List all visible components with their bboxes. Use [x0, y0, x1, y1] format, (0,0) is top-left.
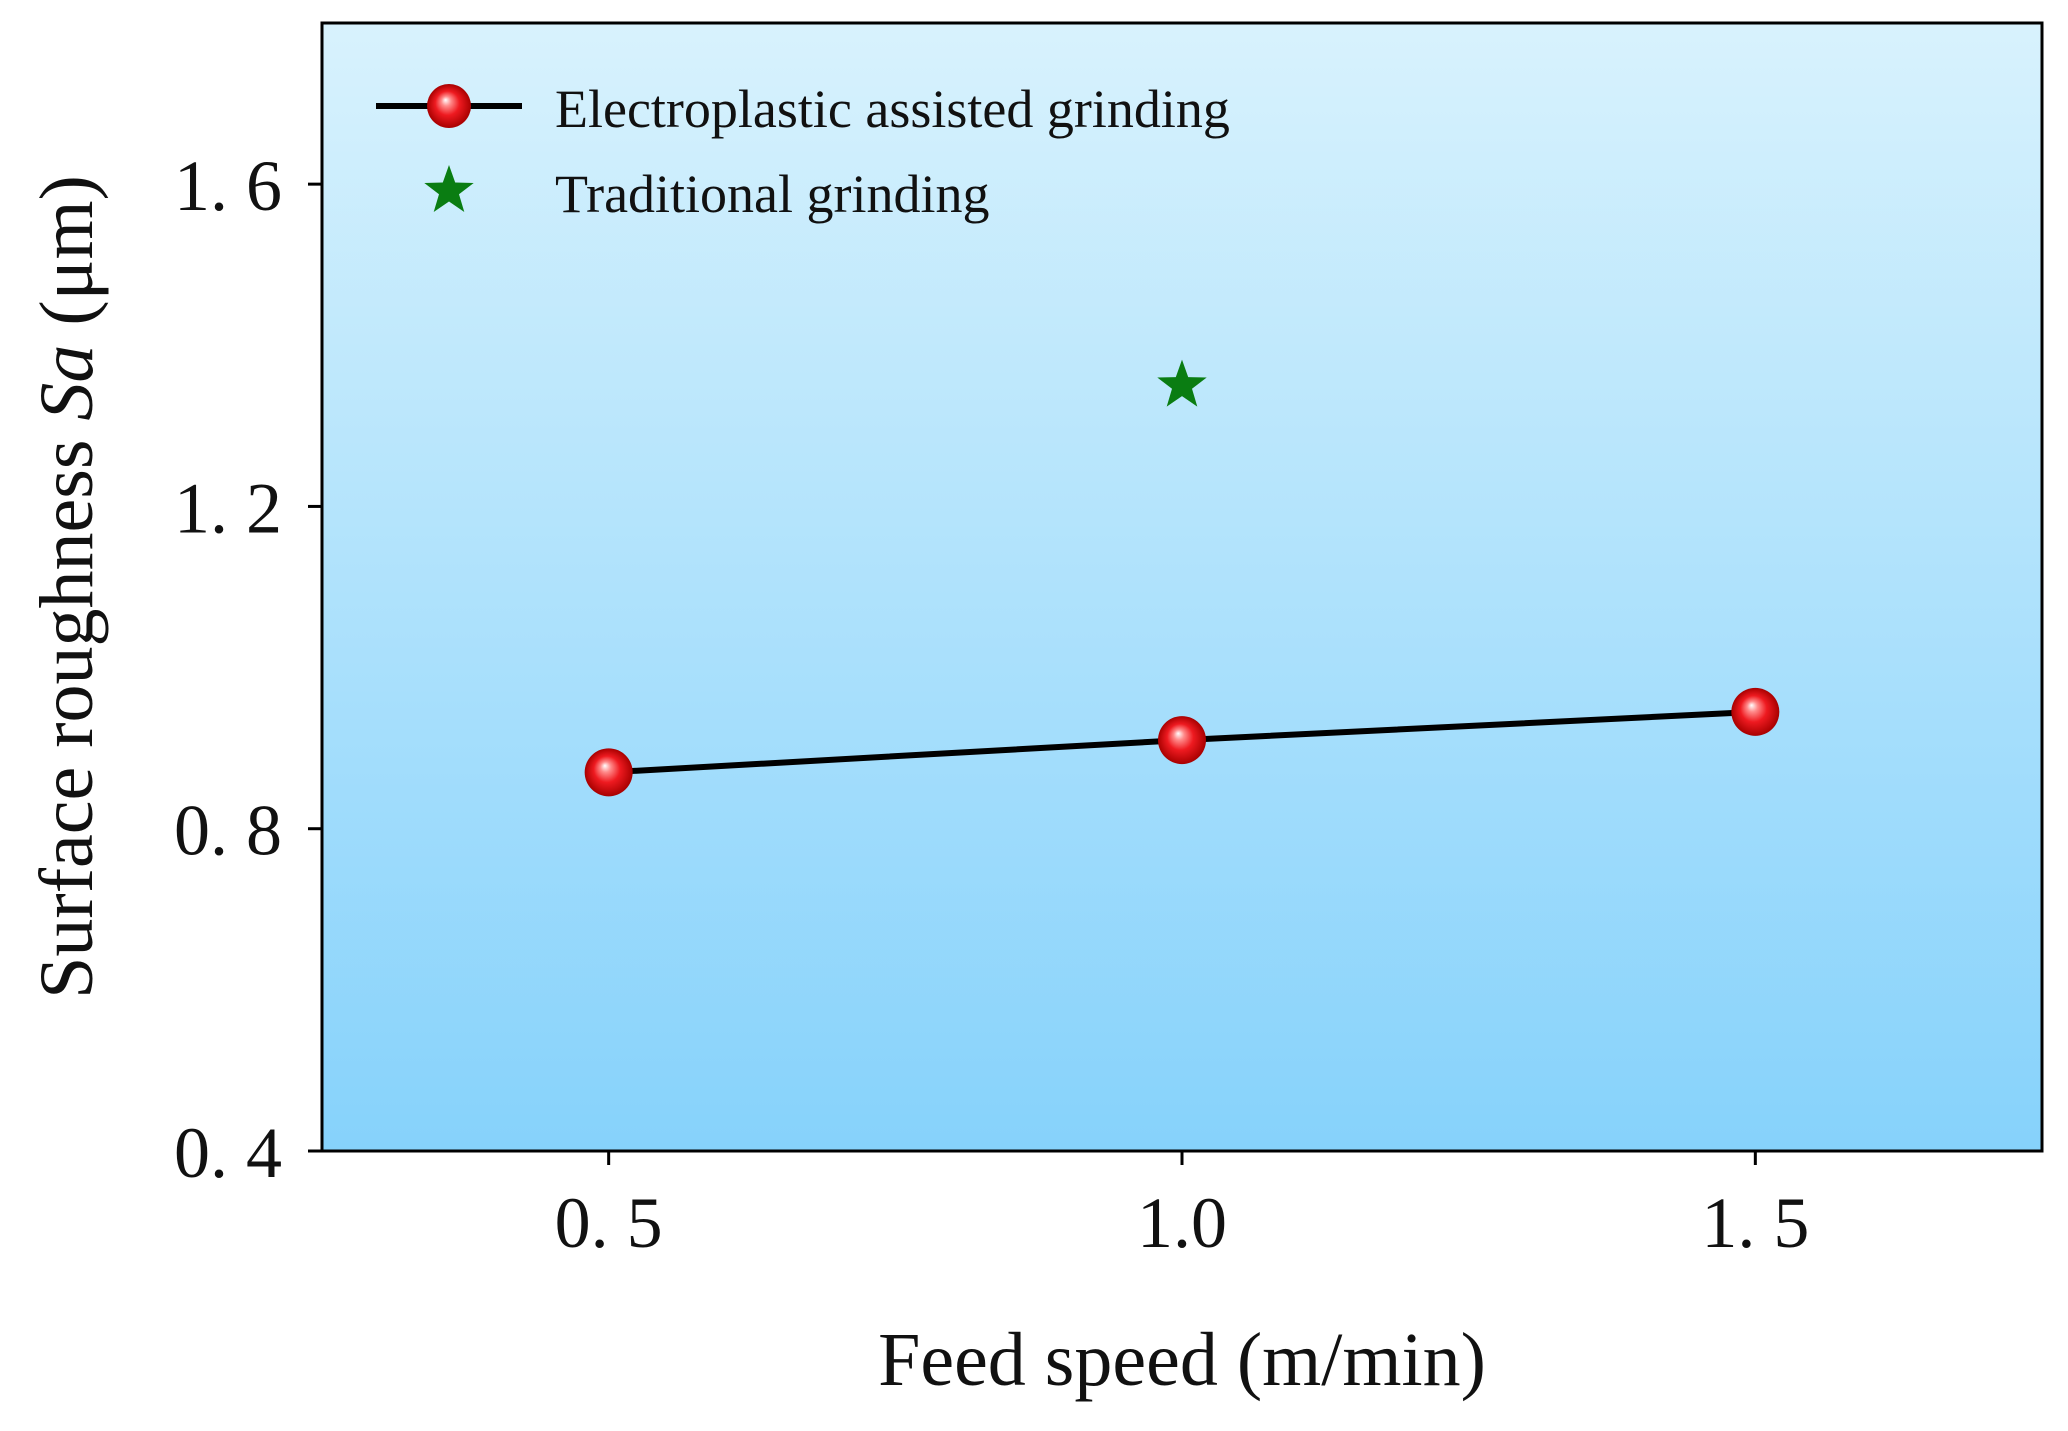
- traditional-data-point: [1157, 359, 1207, 407]
- x-tick-label: 0. 5: [555, 1183, 663, 1263]
- legend-sphere-marker: [427, 84, 471, 128]
- y-axis-label-prefix: Surface roughness: [25, 421, 109, 999]
- x-axis-label: Feed speed (m/min): [878, 1318, 1486, 1402]
- x-tick-label: 1. 5: [1701, 1183, 1809, 1263]
- axes-layer: 0. 5 1.0 1. 5 0. 4 0. 8 1. 2 1. 6: [174, 146, 1809, 1263]
- electroplastic-data-point: [584, 748, 633, 797]
- legend-label-traditional: Traditional grinding: [555, 164, 990, 224]
- y-tick-label: 1. 6: [174, 146, 282, 226]
- y-axis-label: Surface roughness Sa (μm): [25, 175, 109, 999]
- plot-frame: [320, 21, 2044, 1153]
- y-tick-label: 0. 8: [174, 791, 282, 871]
- y-tick-label: 0. 4: [174, 1113, 282, 1193]
- legend-label-electroplastic: Electroplastic assisted grinding: [555, 79, 1230, 139]
- y-tick-label: 1. 2: [174, 468, 282, 548]
- electroplastic-data-point: [1158, 716, 1206, 765]
- y-axis-label-suffix: (μm): [25, 175, 109, 344]
- y-axis-label-italic: Sa: [25, 345, 109, 421]
- series-layer: [584, 359, 1780, 797]
- legend-star-marker: [424, 165, 474, 212]
- electroplastic-data-point: [1731, 687, 1780, 736]
- plot-area: [322, 23, 2042, 1151]
- x-tick-label: 1.0: [1137, 1183, 1227, 1263]
- legend: Electroplastic assisted grinding Traditi…: [376, 79, 1230, 224]
